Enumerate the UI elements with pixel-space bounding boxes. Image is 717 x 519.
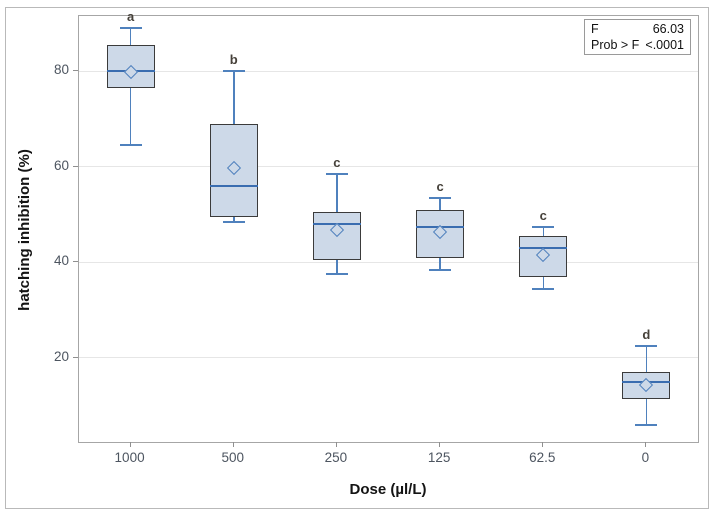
x-axis-tick-500 (232, 442, 234, 447)
anova-stats-box: F 66.03 Prob > F <.0001 (584, 19, 691, 55)
whisker-cap-bottom-62.5 (532, 287, 555, 290)
gridline-80 (79, 70, 698, 72)
y-tick-label-40: 40 (53, 253, 69, 269)
whisker-cap-top-500 (222, 70, 245, 73)
median-line-62.5 (519, 247, 568, 250)
whisker-cap-bottom-500 (222, 220, 245, 223)
stats-f-label: F (591, 22, 599, 36)
y-axis-title: hatching inhibition (%) (16, 149, 33, 311)
x-tick-label-1000: 1000 (114, 450, 145, 465)
stats-row-prob: Prob > F <.0001 (591, 37, 684, 53)
plot-area: a b c c c d (78, 10, 699, 443)
whisker-cap-top-0 (635, 345, 658, 347)
stats-f-value: 66.03 (652, 22, 684, 36)
x-tick-label-62.5: 62.5 (529, 450, 556, 465)
whisker-cap-top-62.5 (532, 225, 555, 228)
whisker-cap-top-125 (429, 196, 452, 199)
gridline-20 (79, 357, 698, 359)
whisker-cap-bottom-250 (325, 273, 348, 276)
x-axis-tick-1000 (129, 442, 131, 447)
x-axis-tick-0 (645, 442, 647, 447)
x-axis-title: Dose (µl/L) (349, 481, 427, 498)
y-tick-label-60: 60 (53, 157, 69, 173)
median-line-500 (209, 185, 258, 188)
y-axis-tick-60 (73, 165, 78, 167)
x-tick-label-125: 125 (427, 450, 451, 465)
box-500 (209, 123, 258, 218)
group-letter-125: c (436, 178, 444, 194)
group-letter-0: d (642, 327, 651, 342)
y-tick-label-80: 80 (53, 62, 69, 78)
whisker-cap-bottom-1000 (119, 144, 142, 147)
stats-prob-label: Prob > F (591, 38, 640, 52)
box-0 (622, 372, 671, 400)
y-tick-label-20: 20 (53, 348, 69, 364)
group-letter-250: c (333, 155, 341, 171)
whisker-cap-top-250 (325, 173, 348, 176)
y-axis-tick-40 (73, 261, 78, 263)
x-axis-tick-125 (439, 442, 441, 447)
stats-row-f: F 66.03 (591, 21, 684, 37)
x-tick-label-250: 250 (324, 450, 348, 465)
whisker-cap-bottom-0 (635, 423, 658, 426)
whisker-cap-bottom-125 (429, 268, 452, 271)
x-tick-label-500: 500 (221, 450, 245, 465)
whisker-cap-top-1000 (119, 27, 142, 30)
stats-prob-value: <.0001 (645, 38, 684, 52)
group-letter-62.5: c (539, 207, 547, 223)
x-tick-label-0: 0 (641, 450, 650, 465)
gridline-40 (79, 261, 698, 263)
x-axis-tick-250 (335, 442, 337, 447)
y-axis-tick-20 (73, 356, 78, 358)
y-axis-tick-80 (73, 70, 78, 72)
group-letter-500: b (229, 52, 238, 68)
group-letter-1000: a (126, 9, 135, 25)
gridline-60 (79, 166, 698, 168)
x-axis-tick-62.5 (542, 442, 544, 447)
